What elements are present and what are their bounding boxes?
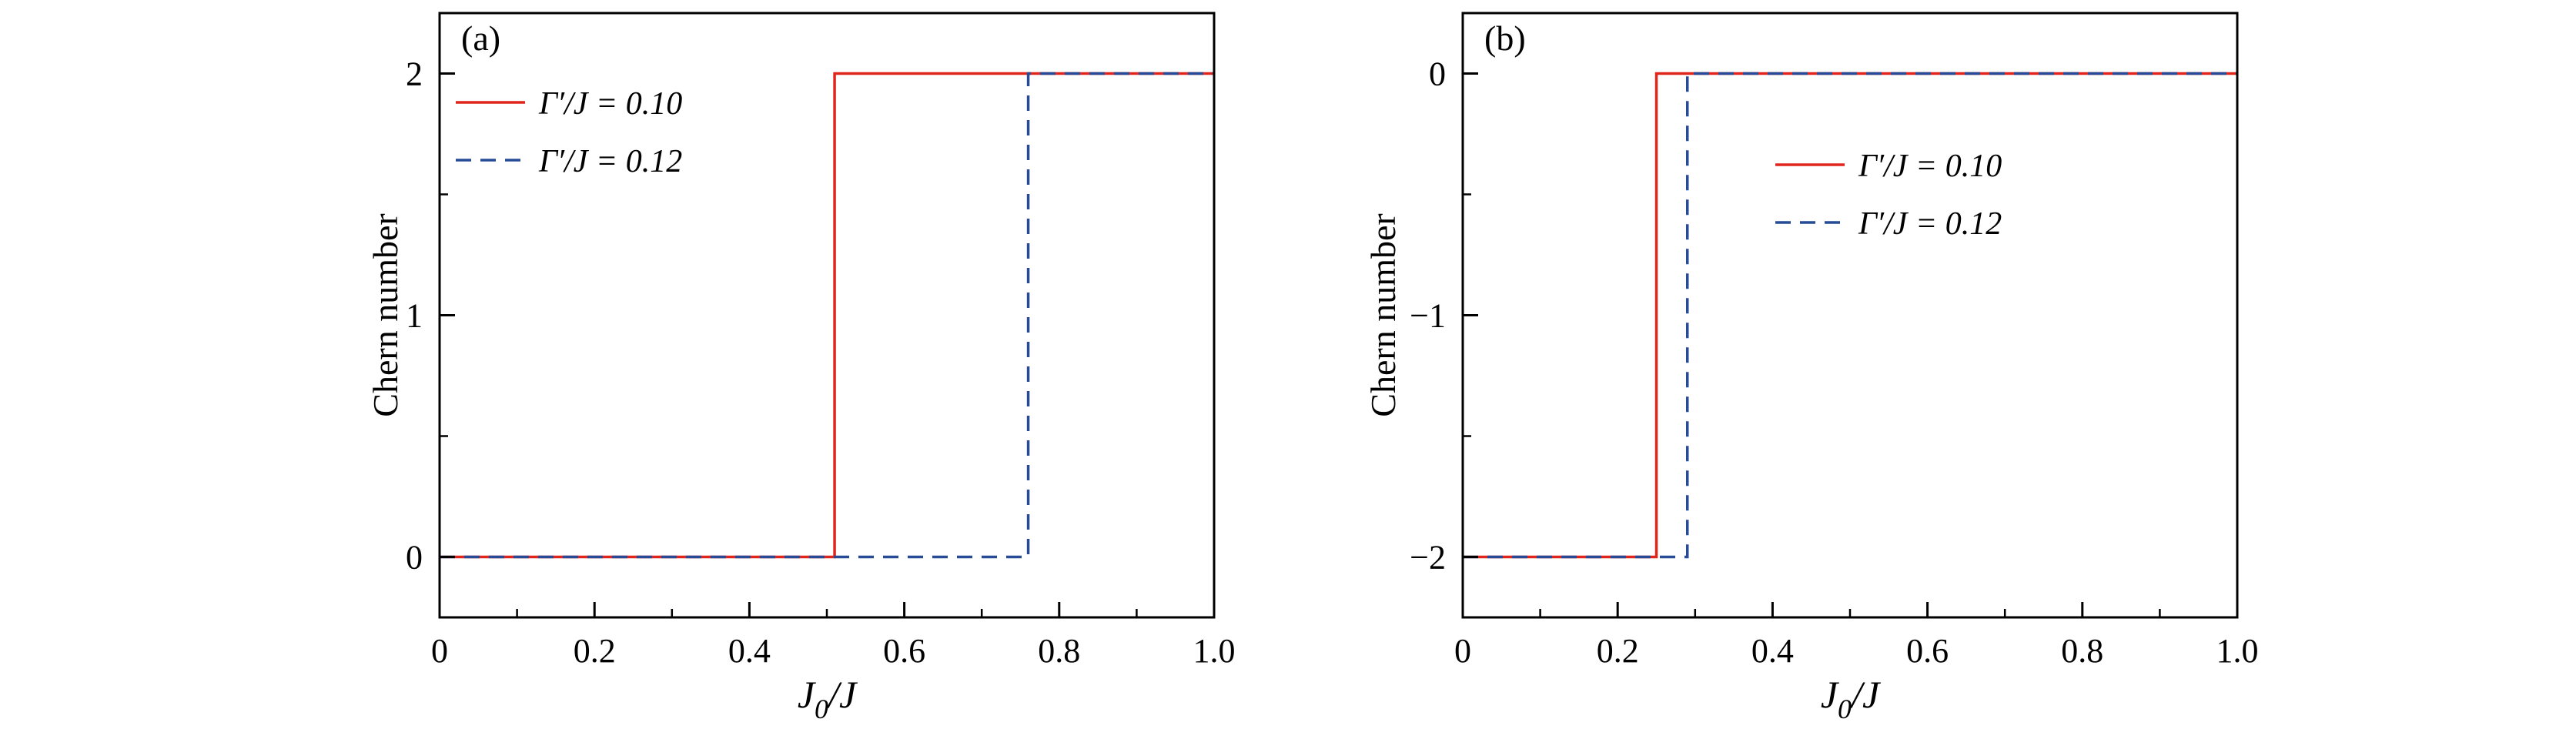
y-tick-label: 0 [1429,55,1446,93]
x-tick-label: 0 [431,632,448,670]
series-line-a-2 [440,72,1214,559]
x-tick-label: 0.6 [883,632,925,670]
x-tick-label: 0.6 [1906,632,1949,670]
axes-frame [1461,12,2239,619]
panel-label-b: (b) [1484,18,1526,58]
series-line-b-1 [1463,72,2237,559]
y-tick-label: 1 [406,297,423,335]
x-tick-label: 0.4 [728,632,771,670]
x-tick-label: 1.0 [2216,632,2259,670]
legend-a: Γ′/J = 0.10 Γ′/J = 0.12 [456,86,682,179]
x-axis-label: J0/J [1821,673,1882,724]
legend-label: Γ′/J = 0.12 [1858,206,2002,242]
y-tick-label: −2 [1410,539,1446,577]
x-axis-label: J0/J [798,673,858,724]
y-axis-label: Chern number [1363,213,1403,416]
x-tick-label: 0.8 [1038,632,1080,670]
panel-label-a: (a) [461,18,500,58]
legend-label: Γ′/J = 0.10 [1858,149,2002,184]
x-tick-label: 0.2 [574,632,616,670]
legend-label: Γ′/J = 0.10 [538,86,682,122]
y-tick-label: −1 [1410,297,1446,335]
x-tick-label: 0.4 [1751,632,1794,670]
panel-a: 0 0.2 0.4 0.6 0.8 1.0 0 1 2 Chern number J0/J (a) Γ′… [366,12,1236,724]
legend-b: Γ′/J = 0.10 Γ′/J = 0.12 [1775,149,2002,242]
x-tick-label: 1.0 [1193,632,1236,670]
series-line-b-2 [1463,72,2237,559]
legend-label: Γ′/J = 0.12 [538,144,682,179]
panel-b: 0 0.2 0.4 0.6 0.8 1.0 −2 −1 0 Chern number J0/J (b)… [1363,12,2259,724]
x-tick-label: 0.2 [1597,632,1639,670]
y-tick-label: 2 [406,55,423,93]
y-axis-label: Chern number [366,213,405,416]
y-tick-label: 0 [406,539,423,577]
x-tick-label: 0.8 [2061,632,2103,670]
x-tick-label: 0 [1454,632,1471,670]
